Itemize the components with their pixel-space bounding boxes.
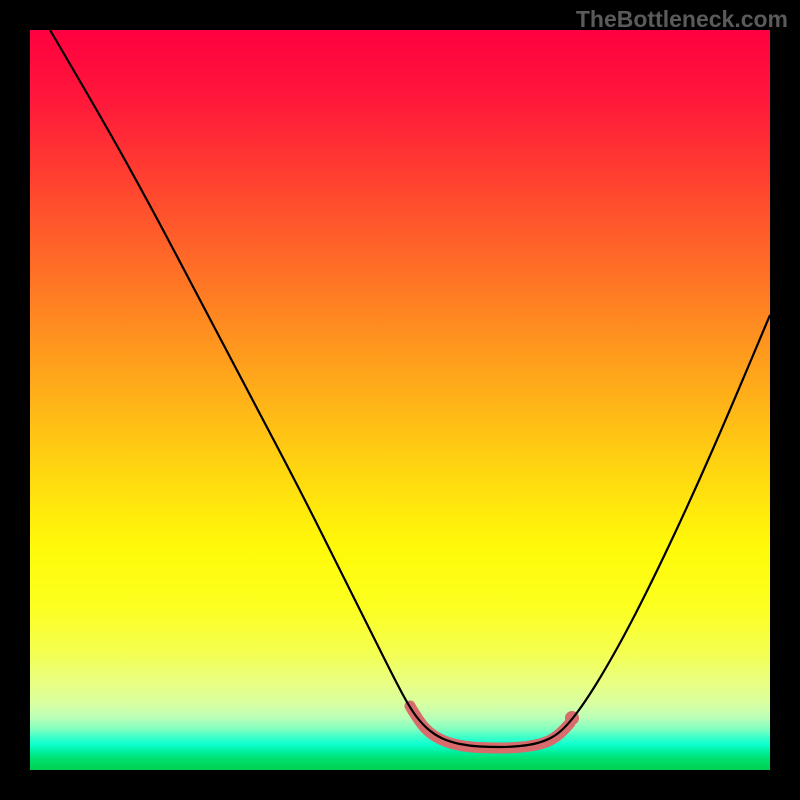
plot-area [30, 30, 770, 770]
optimal-marker-band [410, 706, 570, 748]
chart-container: TheBottleneck.com [0, 0, 800, 800]
curve-layer [0, 0, 800, 800]
watermark-text: TheBottleneck.com [576, 6, 788, 33]
bottleneck-curve [50, 30, 770, 747]
